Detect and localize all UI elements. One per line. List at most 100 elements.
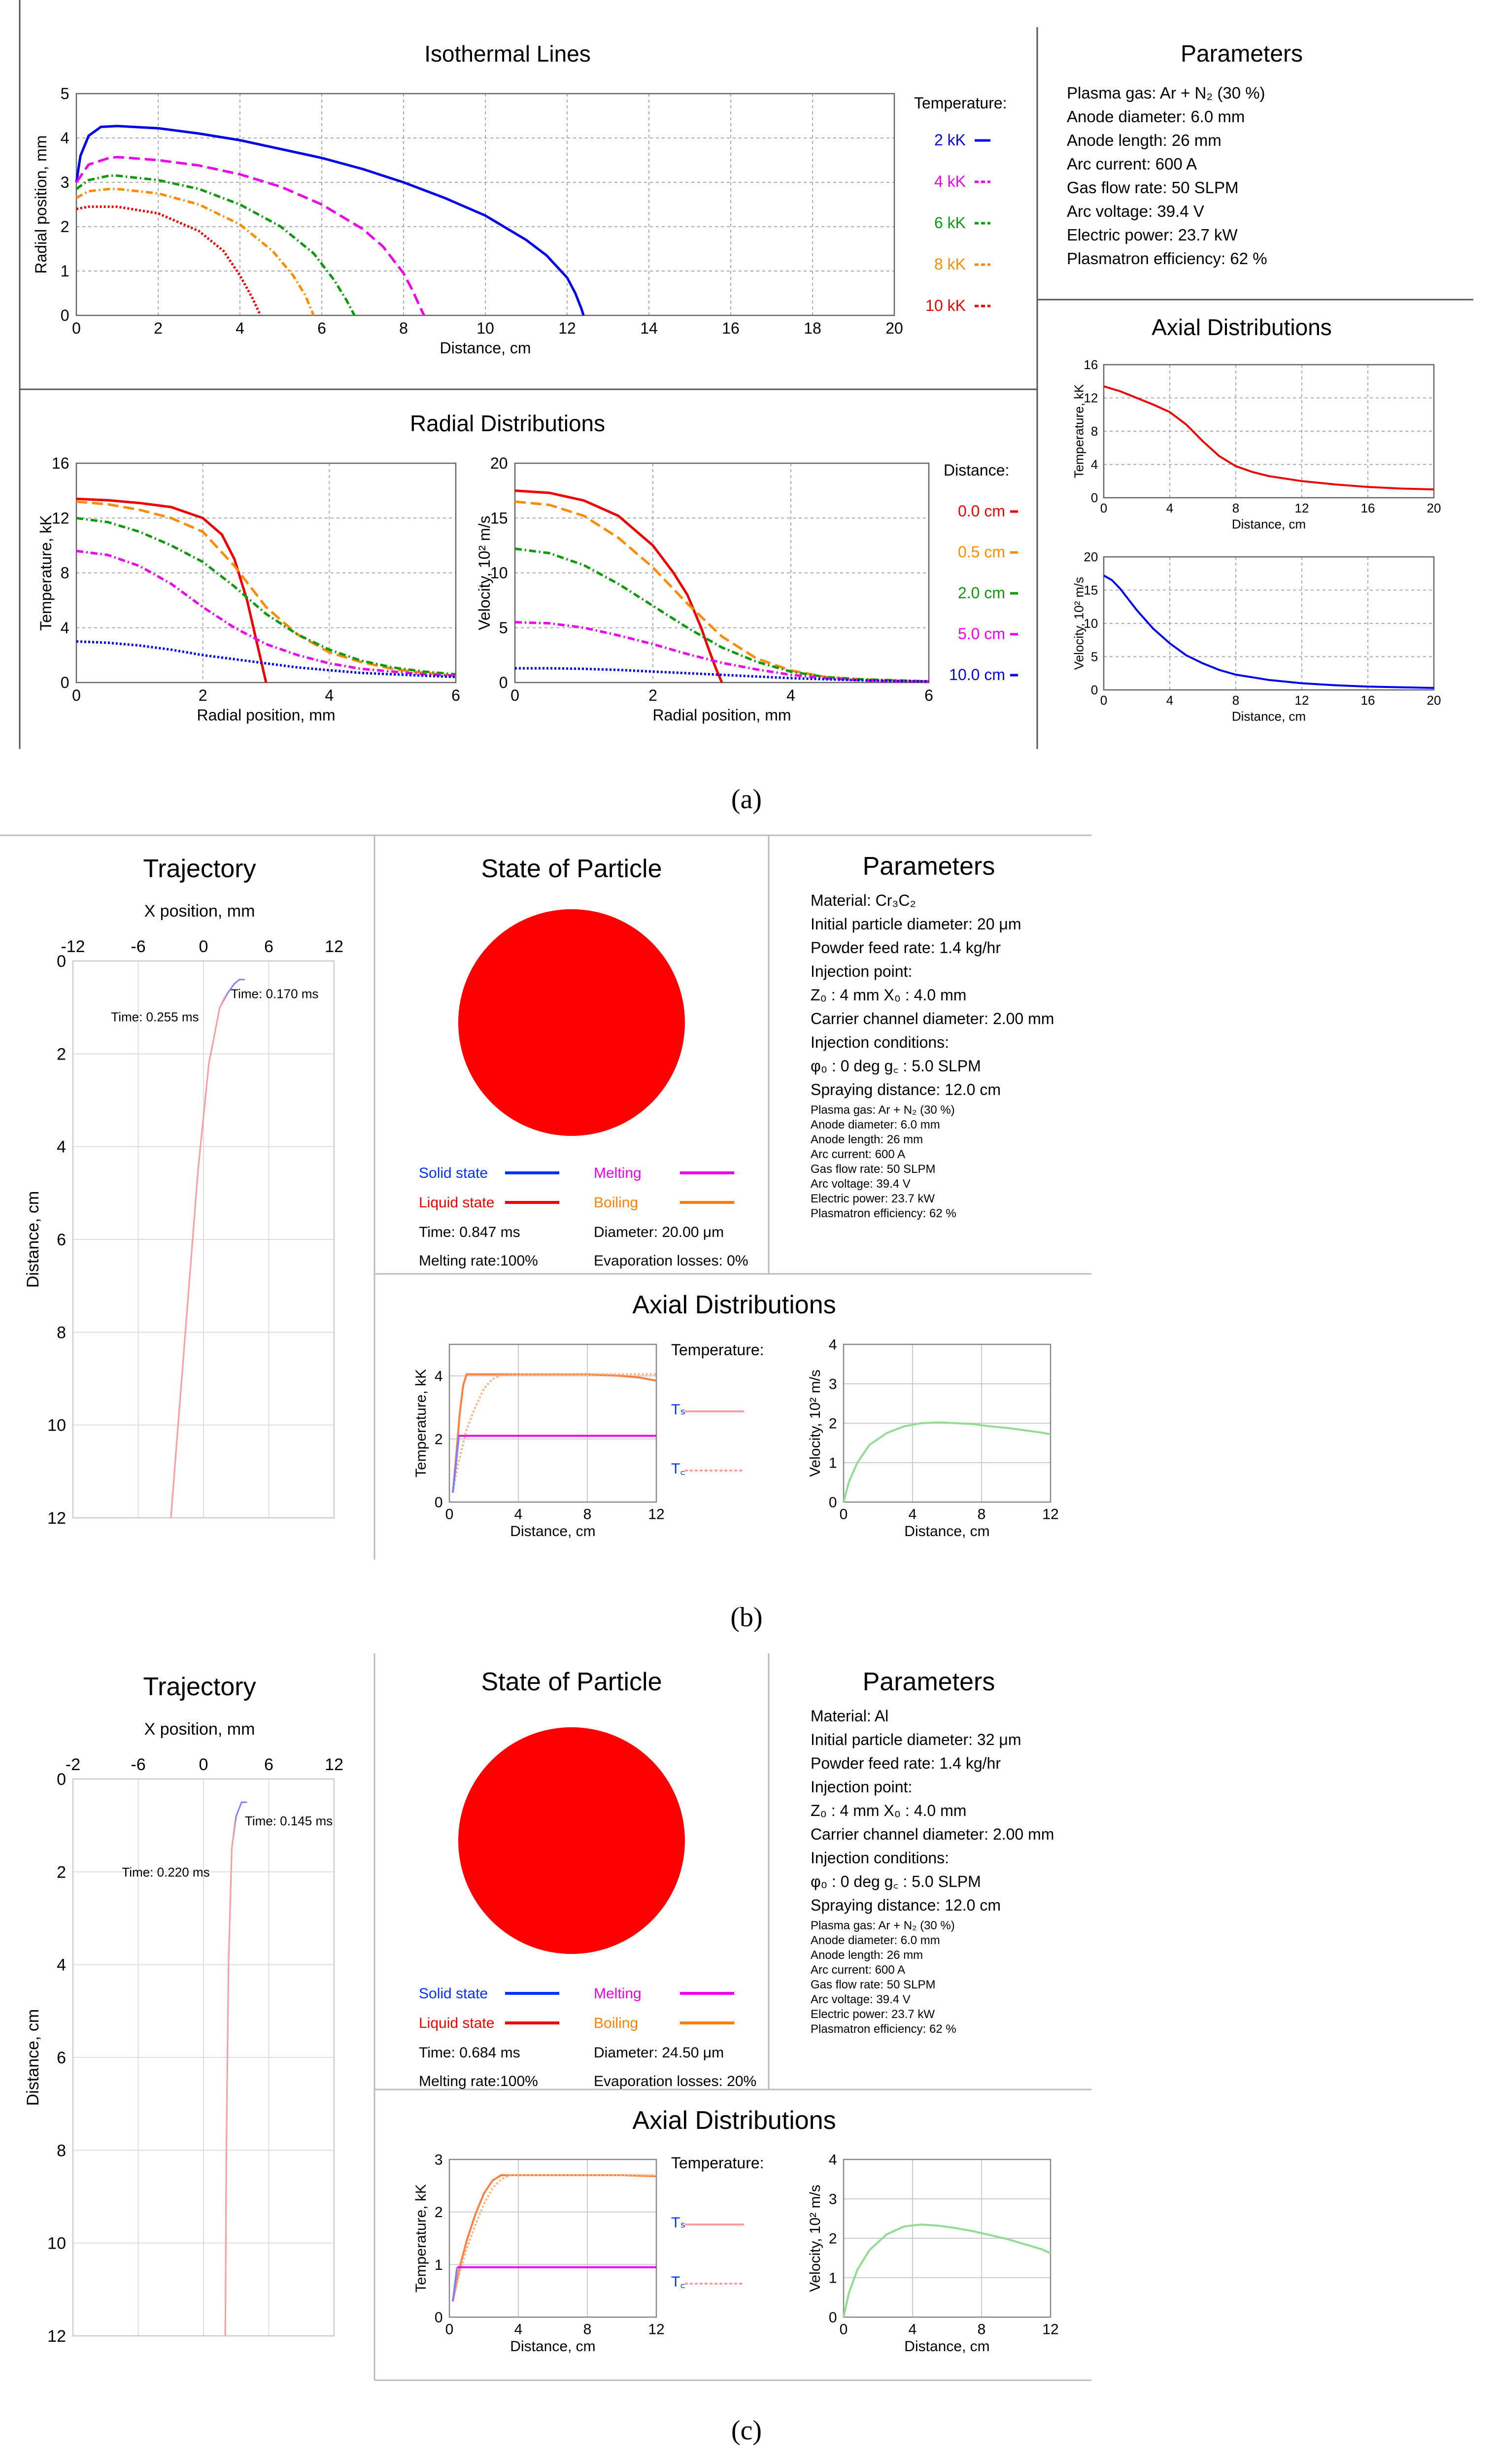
plot-frame	[843, 1343, 1052, 1503]
series-line-solid	[452, 1436, 460, 1493]
x-tick-label: 2	[199, 686, 207, 704]
series-line-surface	[452, 2174, 657, 2302]
series-line-8-kk	[75, 188, 315, 316]
y-tick-label: 2	[57, 1863, 66, 1882]
param-line: Injection point:	[811, 1778, 912, 1796]
x-tick-label: 4	[1166, 501, 1173, 515]
y-tick-label: 20	[1084, 549, 1098, 564]
y-tick-label: 0	[829, 1495, 837, 1511]
x-tick-label: 18	[804, 319, 821, 337]
radial-temperature-chart: 0 2 4 6 0 4 8 12 16 Radial position, mm Temperatur…	[37, 454, 460, 724]
x-axis-label: Distance, cm	[904, 2338, 989, 2355]
plot-frame	[72, 960, 335, 1519]
radial-velocity-chart: 0 2 4 6 0 5 10 15 20 Radial position, mm Velocity,…	[475, 454, 933, 724]
legend-label: 4 kK	[934, 172, 966, 190]
axial-a-temperature-chart: 0 4 8 12 16 20 0 4 8 12 16 Distance, cm Temperature,…	[1071, 357, 1441, 531]
x-axis-label: Radial position, mm	[197, 706, 336, 724]
x-tick-label: 0	[199, 1755, 208, 1774]
series-line-10-kk	[76, 205, 262, 316]
x-tick-label: 12	[1295, 501, 1309, 515]
legend-label: 10.0 cm	[949, 666, 1005, 684]
evaporation-losses: Evaporation losses: 0%	[594, 1253, 748, 1269]
y-tick-label: 16	[52, 454, 69, 472]
y-tick-label: 8	[57, 1323, 66, 1342]
isotherm-legend: 2 kK 4 kK 6 kK 8 kK 10 kK	[925, 131, 990, 314]
params-a-list: Plasma gas: Ar + N₂ (30 %) Anode diameter…	[1067, 84, 1267, 268]
series-line-10-0-cm	[76, 640, 456, 679]
legend-label: 6 kK	[934, 214, 966, 232]
x-axis-label: Distance, cm	[1232, 516, 1306, 531]
x-tick-label: 14	[640, 319, 658, 337]
param-line: Injection point:	[811, 962, 912, 980]
trajectory-b-title: Trajectory	[143, 855, 256, 883]
trajectory-c-xlabel: X position, mm	[144, 1720, 255, 1739]
x-tick-label: 20	[1427, 501, 1441, 515]
y-tick-label: 15	[490, 509, 508, 527]
panel-c-frame	[373, 1653, 1091, 2381]
x-tick-label: 6	[317, 319, 326, 337]
series-line-4-kk	[75, 156, 425, 316]
state-legend-label: Liquid state	[419, 2015, 494, 2031]
param-line: Arc current: 600 A	[1067, 155, 1197, 173]
param-small-line: Plasma gas: Ar + N₂ (30 %)	[811, 1919, 955, 1932]
param-small-line: Anode diameter: 6.0 mm	[811, 1934, 940, 1947]
param-line: Initial particle diameter: 32 μm	[811, 1731, 1021, 1748]
param-small-line: Arc voltage: 39.4 V	[811, 1993, 911, 2006]
y-tick-label: 10	[47, 2234, 66, 2253]
x-axis-label: Radial position, mm	[653, 706, 791, 724]
y-axis-label: Radial position, mm	[32, 136, 50, 274]
param-small-line: Electric power: 23.7 kW	[811, 1192, 935, 1205]
x-tick-label: 0	[1100, 501, 1107, 515]
x-tick-label: 4	[514, 2322, 523, 2338]
y-tick-label: 2	[61, 218, 69, 236]
y-tick-label: 6	[57, 2049, 66, 2067]
x-tick-label: 4	[325, 686, 334, 704]
param-line: Injection conditions:	[811, 1033, 949, 1051]
y-axis-label: Velocity, 10² m/s	[807, 1369, 823, 1477]
y-tick-label: 0	[57, 1770, 66, 1789]
y-tick-label: 8	[61, 564, 69, 582]
x-tick-label: -12	[61, 937, 85, 956]
params-b-list: Material: Cr₃C₂ Initial particle diameter…	[811, 891, 1054, 1220]
plot-frame	[1103, 556, 1435, 691]
evaporation-losses: Evaporation losses: 20%	[594, 2073, 756, 2089]
x-tick-label: -2	[66, 1755, 80, 1774]
x-tick-label: -6	[131, 937, 145, 956]
x-tick-label: 8	[978, 1506, 986, 1523]
state-legend-label: Boiling	[594, 2015, 638, 2031]
param-line: Material: Al	[811, 1707, 888, 1725]
x-axis-label: Distance, cm	[510, 2338, 595, 2355]
param-small-line: Electric power: 23.7 kW	[811, 2008, 935, 2021]
series-line-5-0-cm	[514, 621, 929, 683]
y-tick-label: 12	[52, 509, 69, 527]
x-tick-label: 6	[924, 686, 933, 704]
x-tick-label: 0	[445, 1506, 454, 1523]
y-tick-label: 2	[829, 2231, 837, 2247]
y-tick-label: 5	[61, 85, 69, 103]
x-tick-label: 0	[840, 2322, 848, 2338]
params-a-title: Parameters	[1181, 41, 1303, 67]
state-legend-label: Melting	[594, 1985, 642, 2002]
y-axis-label: Velocity, 10² m/s	[1071, 577, 1086, 670]
y-tick-label: 4	[61, 619, 69, 637]
x-tick-label: 4	[1166, 693, 1173, 708]
series-line-v	[1103, 575, 1434, 689]
melting-rate: Melting rate:100%	[419, 2073, 538, 2089]
trajectory-line-liquid	[170, 995, 226, 1518]
x-tick-label: 20	[885, 319, 903, 337]
trajectory-line-solid	[170, 979, 245, 1518]
series-line-solid	[452, 2267, 458, 2302]
y-tick-label: 1	[829, 1455, 837, 1472]
trajectory-line-liquid	[224, 1820, 236, 2336]
y-tick-label: 10	[1084, 616, 1098, 631]
series-line-v	[843, 2223, 1051, 2318]
series-line-6-kk	[75, 174, 356, 316]
time-annotation: Time: 0.220 ms	[122, 1865, 209, 1880]
y-tick-label: 12	[47, 1509, 66, 1528]
x-tick-label: 0	[1100, 693, 1107, 708]
x-tick-label: -6	[131, 1755, 145, 1774]
axial-c-legend-title: Temperature:	[671, 2154, 764, 2172]
x-tick-label: 8	[978, 2322, 986, 2338]
